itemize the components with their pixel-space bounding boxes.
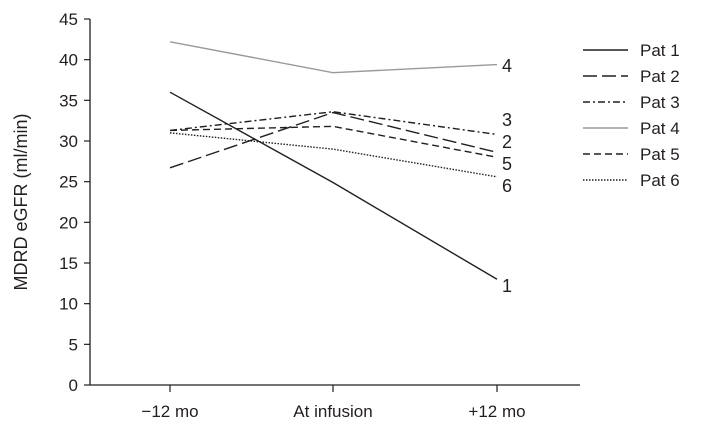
legend-label-3: Pat 3 [640,93,680,112]
y-tick-label: 45 [59,10,78,29]
y-tick-label: 5 [69,335,78,354]
end-label-1: 1 [502,276,512,296]
series-lines [169,41,498,280]
series-line-2 [169,111,498,169]
series-line-6 [169,132,498,178]
end-label-2: 2 [502,132,512,152]
end-label-5: 5 [502,154,512,174]
y-tick-label: 35 [59,91,78,110]
series-line-3 [169,111,498,136]
legend-label-1: Pat 1 [640,41,680,60]
legend-label-4: Pat 4 [640,119,680,138]
end-label-6: 6 [502,176,512,196]
end-labels: 1 23 4 56 [502,56,512,296]
x-tick-label: −12 mo [141,402,198,421]
legend: Pat 1 Pat 2 Pat 3 Pat 4 Pat 5 Pat 6 [583,41,680,190]
series-line-1 [169,91,498,280]
y-tick-label: 0 [69,376,78,395]
series-line-5 [169,125,498,158]
y-tick-label: 25 [59,173,78,192]
end-label-4: 4 [502,56,512,76]
series-line-4 [169,41,498,74]
legend-label-6: Pat 6 [640,171,680,190]
legend-label-5: Pat 5 [640,145,680,164]
y-tick-label: 15 [59,254,78,273]
y-tick-label: 20 [59,213,78,232]
end-label-3: 3 [502,110,512,130]
x-tick-label: +12 mo [468,402,525,421]
y-tick-label: 40 [59,51,78,70]
y-axis-label: MDRD eGFR (ml/min) [11,114,31,291]
legend-label-2: Pat 2 [640,67,680,86]
y-tick-label: 30 [59,132,78,151]
y-tick-label: 10 [59,295,78,314]
x-tick-label: At infusion [293,402,372,421]
